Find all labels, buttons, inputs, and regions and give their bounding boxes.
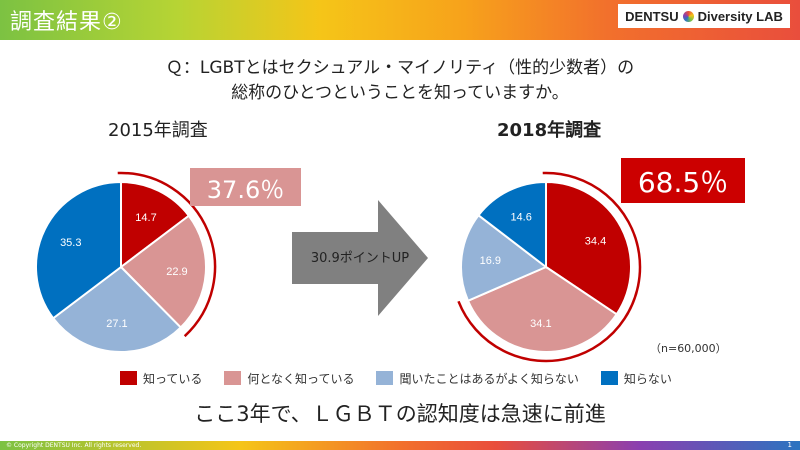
copyright-text: © Copyright DENTSU Inc. All rights reser…	[6, 442, 142, 449]
pie-label-2018-heard: 16.9	[480, 255, 501, 267]
legend-swatch-know	[120, 371, 137, 385]
pie-chart-2015: 14.7 22.9 27.1 35.3	[35, 180, 207, 353]
logo-text-right: Diversity LAB	[697, 8, 783, 24]
conclusion-text: ここ3年で、ＬＧＢＴの認知度は急速に前進	[194, 402, 606, 426]
slide-title: 調査結果②	[10, 10, 123, 35]
pie-slice-2015-know	[120, 180, 191, 270]
legend-item-dont-know: 知らない	[600, 370, 672, 387]
highlight-arc-2015	[117, 171, 217, 338]
legend-item-know: 知っている	[120, 370, 202, 387]
legend-item-vaguely: 何となく知っている	[224, 370, 354, 387]
legend-label-know: 知っている	[143, 371, 203, 386]
question-line-1: Ｑ：LGBTとはセクシュアル・マイノリティ（性的少数者）の	[165, 58, 635, 78]
pie-slice-2018-heard	[460, 213, 548, 303]
highlight-arc-2018	[457, 171, 642, 363]
pie-slice-2015-vaguely	[119, 214, 207, 329]
pie-slice-2015-heard	[51, 265, 183, 353]
legend-label-heard: 聞いたことはあるがよく知らない	[399, 371, 579, 386]
arrow-label: 30.9ポイントUP	[311, 251, 409, 266]
arrow-shape	[292, 200, 428, 316]
logo-circle-icon	[682, 10, 694, 22]
logo-text-left: DENTSU	[625, 8, 679, 24]
highlight-total-2018: 68.5％	[621, 158, 745, 203]
pie-label-2015-heard: 27.1	[106, 318, 127, 330]
question-text: Ｑ：LGBTとはセクシュアル・マイノリティ（性的少数者）の 総称のひとつというこ…	[0, 56, 800, 106]
legend-swatch-dont-know	[600, 371, 618, 385]
pie-label-2015-know: 14.7	[135, 212, 156, 224]
legend-item-heard: 聞いたことはあるがよく知らない	[376, 370, 579, 387]
pie-label-2018-know: 34.4	[585, 236, 606, 248]
chart-title-2018: 2018年調査	[497, 120, 602, 141]
pie-label-2018-vaguely: 34.1	[530, 318, 551, 330]
legend-swatch-heard	[376, 371, 394, 385]
highlight-total-2015: 37.6％	[190, 168, 301, 206]
pie-slice-2015-dont-know	[35, 180, 122, 320]
page-number: 1	[787, 441, 792, 449]
pie-slice-2018-vaguely	[466, 265, 618, 353]
pie-slice-2018-know	[545, 180, 632, 316]
legend-swatch-vaguely	[224, 371, 242, 385]
sample-size-note: （n=60,000）	[650, 342, 727, 355]
pie-label-2015-vaguely: 22.9	[166, 266, 187, 278]
legend: 知っている 何となく知っている 聞いたことはあるがよく知らない 知らない	[120, 370, 694, 386]
legend-label-dont-know: 知らない	[623, 371, 672, 386]
legend-label-vaguely: 何となく知っている	[247, 371, 355, 386]
header-bar: 調査結果② DENTSU Diversity LAB	[0, 0, 800, 40]
question-line-2: 総称のひとつということを知っていますか。	[231, 83, 569, 103]
dentsu-diversity-lab-logo: DENTSU Diversity LAB	[618, 4, 790, 28]
pie-slice-2018-dont-know	[477, 180, 547, 270]
pie-chart-2018: 34.4 34.1 16.9 14.6	[460, 180, 632, 353]
pie-label-2015-dont-know: 35.3	[60, 237, 81, 249]
pie-label-2018-dont-know: 14.6	[510, 212, 531, 224]
chart-title-2015: 2015年調査	[108, 120, 208, 141]
footer-bar	[0, 441, 800, 450]
